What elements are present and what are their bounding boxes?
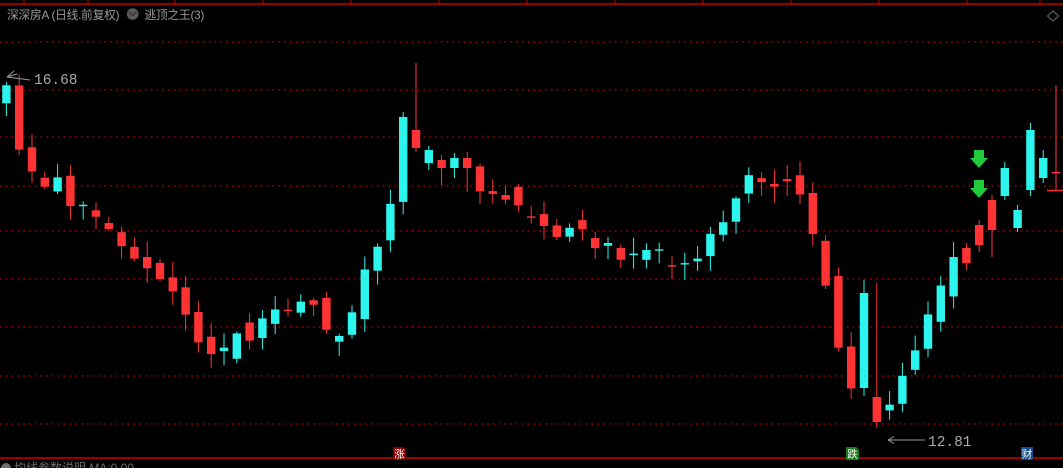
svg-text:跌: 跌	[847, 448, 858, 461]
svg-text:涨: 涨	[394, 449, 405, 461]
svg-text:财: 财	[1022, 448, 1033, 461]
svg-text:12.81: 12.81	[928, 435, 972, 451]
svg-text:16.68: 16.68	[34, 73, 78, 89]
svg-text:均线参数说明 MA:0.00: 均线参数说明 MA:0.00	[14, 460, 134, 468]
svg-text:深深房A (日线.前复权): 深深房A (日线.前复权)	[7, 8, 120, 22]
svg-text:逃顶之王(3): 逃顶之王(3)	[145, 8, 205, 22]
